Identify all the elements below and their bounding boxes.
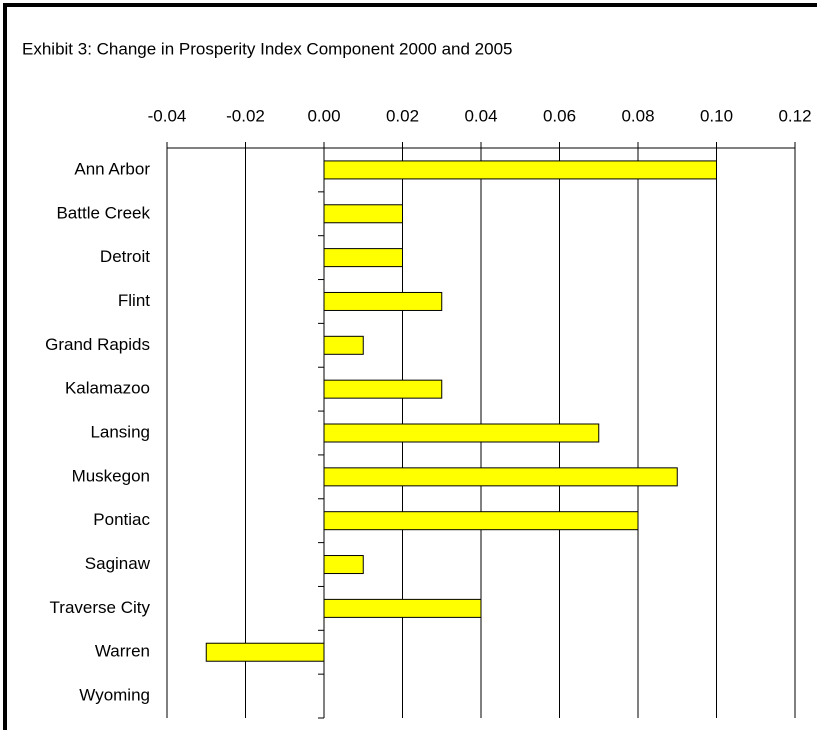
x-tick-label: 0.08	[621, 106, 654, 125]
y-tick-label: Detroit	[100, 247, 150, 266]
bar	[323, 248, 403, 268]
y-tick-label: Warren	[95, 642, 150, 661]
x-tick-label: 0.04	[464, 106, 497, 125]
y-tick-label: Pontiac	[93, 510, 150, 529]
bar	[323, 511, 639, 531]
x-tick-label: -0.04	[148, 106, 187, 125]
bar	[323, 555, 364, 575]
bar	[323, 379, 443, 399]
y-tick-label: Lansing	[90, 422, 150, 441]
x-tick-label: 0.12	[778, 106, 811, 125]
y-tick-label: Saginaw	[85, 554, 151, 573]
y-tick-label: Ann Arbor	[74, 159, 150, 178]
y-tick-label: Kalamazoo	[65, 379, 150, 398]
x-tick-label: 0.06	[543, 106, 576, 125]
y-tick-label: Battle Creek	[56, 203, 150, 222]
x-tick-label: 0.00	[307, 106, 340, 125]
x-tick-label: 0.10	[700, 106, 733, 125]
bar	[205, 642, 325, 662]
y-tick-label: Muskegon	[72, 466, 150, 485]
y-tick-label: Grand Rapids	[45, 335, 150, 354]
y-tick-label: Traverse City	[50, 598, 151, 617]
bar	[323, 598, 482, 618]
chart-title: Exhibit 3: Change in Prosperity Index Co…	[22, 39, 513, 58]
bar	[323, 291, 443, 311]
y-tick-label: Wyoming	[79, 686, 150, 705]
bar	[323, 335, 364, 355]
bar	[323, 204, 403, 224]
bar	[323, 467, 678, 487]
bar	[323, 160, 717, 180]
x-tick-label: -0.02	[226, 106, 265, 125]
frame	[3, 3, 817, 730]
x-tick-label: 0.02	[386, 106, 419, 125]
bar	[323, 423, 600, 443]
y-tick-label: Flint	[118, 291, 150, 310]
